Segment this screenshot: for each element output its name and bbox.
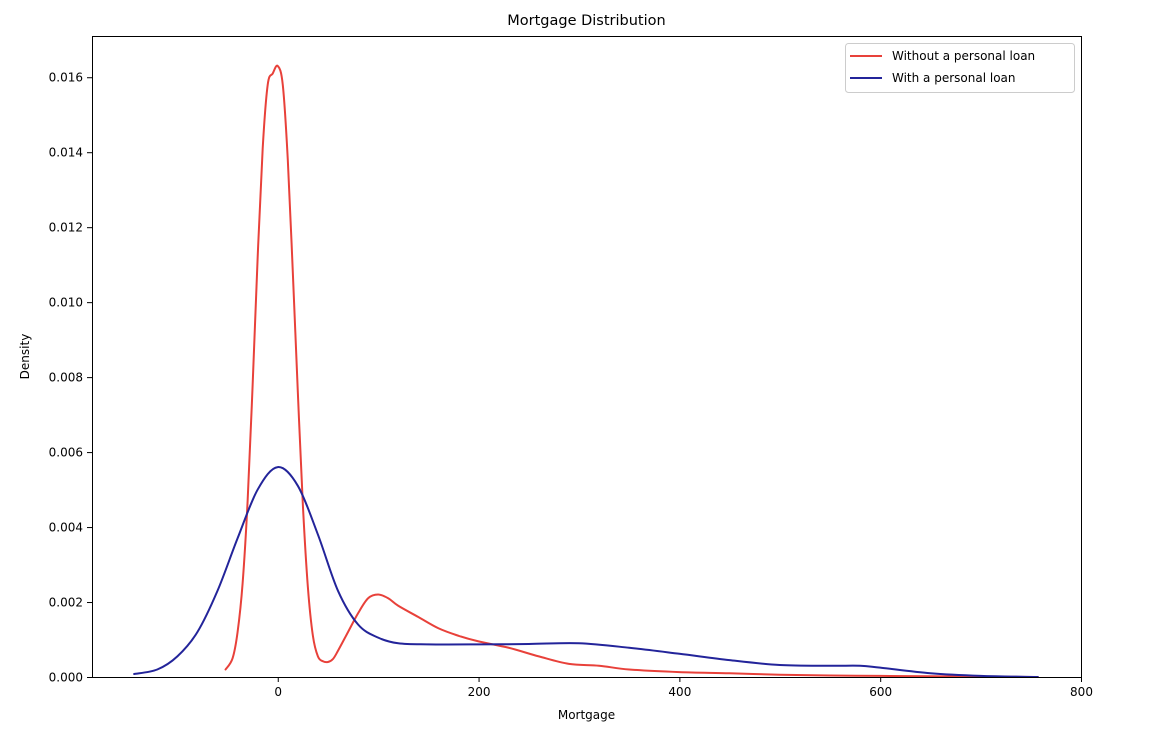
y-tick-label: 0.012 [49,221,83,235]
y-tick-label: 0.008 [49,371,83,385]
y-axis-label: Density [18,334,32,380]
plot-area-frame [92,36,1082,678]
chart-title: Mortgage Distribution [507,13,665,29]
x-tick-label: 0 [274,685,282,699]
legend-box [845,43,1075,93]
y-tick-label: 0.000 [49,671,83,685]
x-tick-label: 800 [1070,685,1093,699]
y-tick-label: 0.010 [49,296,83,310]
density-curves [133,64,1039,678]
series-line-with-personal-loan [133,466,1039,678]
legend-label: With a personal loan [892,71,1016,85]
y-tick-label: 0.002 [49,596,83,610]
legend: Without a personal loan With a personal l… [845,43,1075,93]
x-tick-label: 600 [869,685,892,699]
legend-label: Without a personal loan [892,49,1035,63]
x-axis: 0 200 400 600 800 [274,677,1093,699]
y-tick-label: 0.006 [49,446,83,460]
x-tick-label: 200 [468,685,491,699]
y-tick-label: 0.016 [49,71,83,85]
series-line-without-personal-loan [224,64,1039,678]
y-axis: 0.000 0.002 0.004 0.006 0.008 0.010 0.012 0.014… [49,71,92,685]
y-tick-label: 0.014 [49,146,83,160]
y-tick-label: 0.004 [49,521,83,535]
x-axis-label: Mortgage [558,708,615,722]
x-tick-label: 400 [668,685,691,699]
